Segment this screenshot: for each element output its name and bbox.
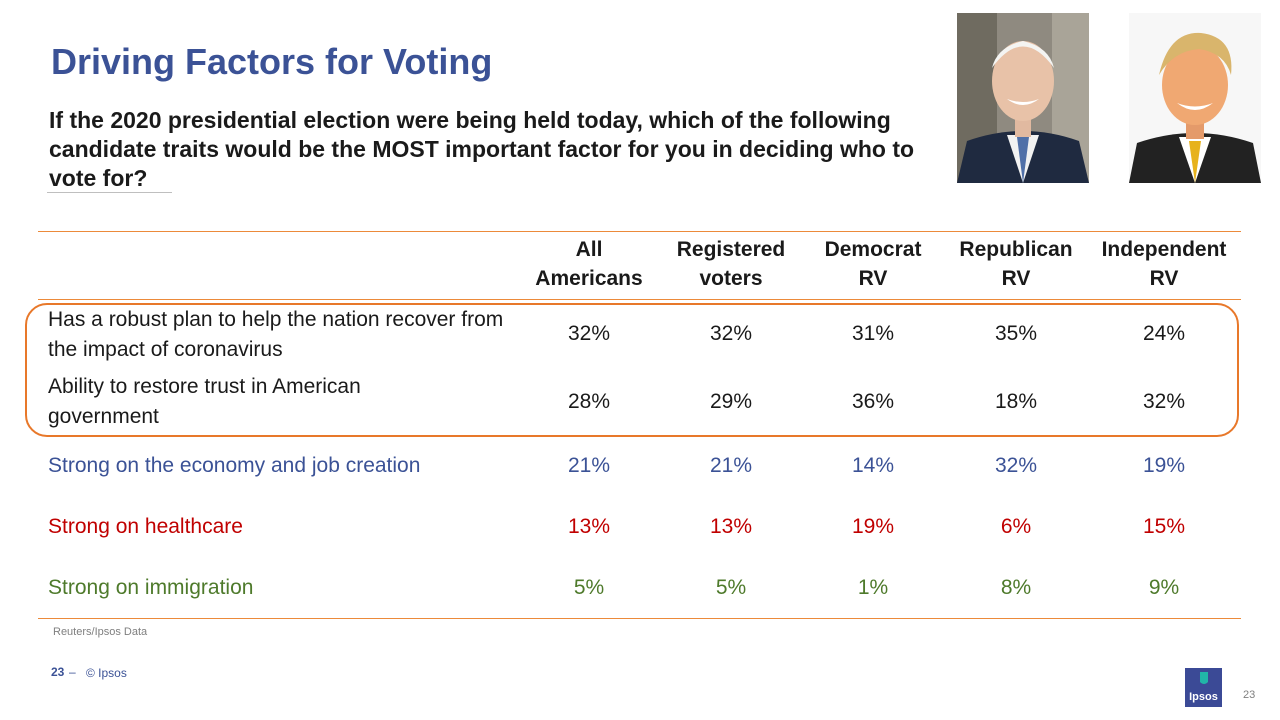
- survey-question: If the 2020 presidential election were b…: [49, 107, 915, 191]
- table-cell: 24%: [1142, 322, 1186, 345]
- trump-portrait-photo: [1129, 13, 1261, 183]
- table-cell: 28%: [567, 390, 611, 413]
- column-header-registered-voters: Registered voters: [676, 238, 786, 290]
- ipsos-logo: Ipsos: [1185, 668, 1222, 707]
- table-header-rule: [38, 299, 1241, 300]
- table-bottom-rule: [38, 618, 1241, 619]
- table-cell: 32%: [1142, 390, 1186, 413]
- column-header-independent-rv: Independent RV: [1101, 238, 1227, 290]
- table-top-rule: [38, 231, 1241, 232]
- table-cell: 31%: [851, 322, 895, 345]
- table-cell: 13%: [709, 515, 753, 538]
- table-cell: 29%: [709, 390, 753, 413]
- top-two-highlight-box: [25, 303, 1239, 437]
- table-cell: 36%: [851, 390, 895, 413]
- table-cell: 5%: [715, 576, 747, 599]
- column-header-republican-rv: Republican RV: [959, 238, 1073, 290]
- column-header-democrat-rv: Democrat RV: [824, 238, 922, 290]
- question-underline: [47, 192, 172, 193]
- row-label-economy: Strong on the economy and job creation: [48, 454, 421, 477]
- table-cell: 18%: [994, 390, 1038, 413]
- slide-page-number: 23: [1243, 689, 1256, 701]
- table-cell: 5%: [573, 576, 605, 599]
- biden-portrait-photo: [957, 13, 1089, 183]
- table-cell: 19%: [1142, 454, 1186, 477]
- table-cell: 15%: [1142, 515, 1186, 538]
- table-cell: 21%: [567, 454, 611, 477]
- table-cell: 8%: [1000, 576, 1032, 599]
- table-cell: 1%: [857, 576, 889, 599]
- source-note: Reuters/Ipsos Data: [53, 626, 148, 638]
- row-label-immigration: Strong on immigration: [48, 576, 254, 599]
- footer-page-number: 23: [51, 665, 65, 679]
- table-cell: 32%: [709, 322, 753, 345]
- column-header-all-americans: All Americans: [535, 238, 643, 290]
- footer-dash: –: [69, 665, 76, 679]
- footer-copyright: © Ipsos: [86, 666, 127, 680]
- table-cell: 21%: [709, 454, 753, 477]
- ipsos-logo-text: Ipsos: [1189, 691, 1218, 703]
- table-cell: 9%: [1148, 576, 1180, 599]
- table-cell: 32%: [567, 322, 611, 345]
- slide-title: Driving Factors for Voting: [51, 41, 493, 82]
- row-label-restore-trust: Ability to restore trust in American gov…: [48, 375, 361, 428]
- table-cell: 35%: [994, 322, 1038, 345]
- table-cell: 19%: [851, 515, 895, 538]
- table-cell: 13%: [567, 515, 611, 538]
- row-label-healthcare: Strong on healthcare: [48, 515, 243, 538]
- table-cell: 6%: [1000, 515, 1032, 538]
- table-cell: 32%: [994, 454, 1038, 477]
- table-cell: 14%: [851, 454, 895, 477]
- row-label-coronavirus-plan: Has a robust plan to help the nation rec…: [48, 308, 504, 361]
